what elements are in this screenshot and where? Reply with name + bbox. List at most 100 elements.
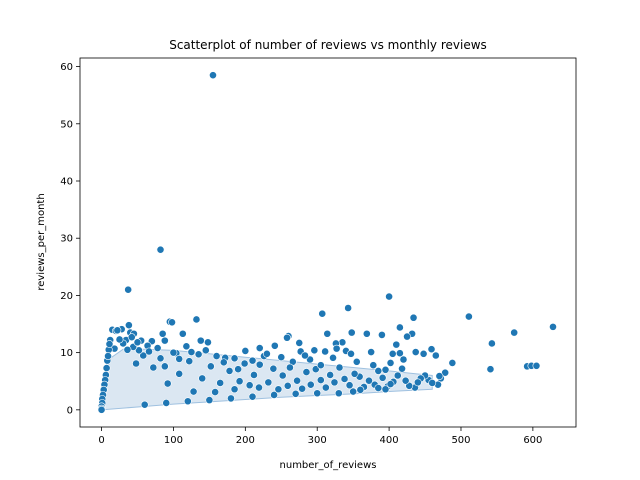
y-tick-label: 10 <box>60 348 73 359</box>
scatter-point <box>293 376 301 385</box>
scatter-point <box>206 362 215 371</box>
scatter-point <box>212 352 221 360</box>
scatter-point <box>264 378 273 387</box>
x-tick-label: 500 <box>451 435 470 446</box>
scatter-point <box>248 356 257 365</box>
scatter-point <box>235 377 244 386</box>
scatter-point <box>356 385 365 394</box>
scatter-point <box>102 364 111 372</box>
scatter-point <box>250 371 258 379</box>
scatter-point <box>435 372 444 380</box>
scatter-point <box>487 339 496 348</box>
x-tick-label: 0 <box>98 435 104 446</box>
y-tick-label: 40 <box>60 177 73 188</box>
scatter-point <box>283 333 291 342</box>
y-tick-label: 60 <box>60 62 73 73</box>
scatter-point <box>156 245 165 254</box>
scatter-point <box>347 328 356 337</box>
scatter-point <box>349 387 358 396</box>
scatter-point <box>399 355 408 364</box>
scatter-point <box>277 353 286 362</box>
scatter-point <box>403 332 411 341</box>
scatter-point <box>153 344 162 352</box>
scatter-point <box>367 348 376 356</box>
scatter-point <box>386 359 395 367</box>
scatter-point <box>158 329 167 338</box>
plot-frame <box>79 57 577 428</box>
scatter-point <box>175 369 184 378</box>
chart-title: Scatterplot of number of reviews vs mont… <box>169 38 487 52</box>
plot-area <box>97 71 557 414</box>
scatter-point <box>196 336 205 345</box>
scatter-point <box>230 354 239 363</box>
scatter-point <box>124 321 133 330</box>
scatter-point <box>205 396 214 405</box>
scatter-point <box>510 328 519 337</box>
scatter-point <box>168 318 176 327</box>
scatter-point <box>182 342 191 351</box>
scatter-point <box>395 349 404 358</box>
scatter-point <box>286 363 294 372</box>
scatter-point <box>245 381 254 390</box>
x-tick-label: 600 <box>523 435 542 446</box>
scatter-point <box>291 389 300 398</box>
scatter-point <box>378 373 387 382</box>
y-axis: 0 10 20 30 40 50 60 <box>60 62 80 416</box>
scatter-point <box>262 349 271 358</box>
scatter-point <box>283 381 292 390</box>
scatter-point <box>115 335 124 344</box>
scatter-point <box>310 346 319 355</box>
scatter-point <box>189 387 198 396</box>
scatter-point <box>386 380 395 388</box>
scatter-point <box>298 384 307 393</box>
scatter-point <box>330 378 339 387</box>
scatter-point <box>241 347 250 355</box>
y-tick-label: 20 <box>60 291 73 302</box>
scatter-point <box>369 361 378 370</box>
scatter-point <box>306 355 314 364</box>
x-tick-label: 400 <box>380 435 399 446</box>
scatter-point <box>316 361 325 370</box>
scatter-point <box>269 364 278 373</box>
scatter-point <box>419 349 428 358</box>
scatter-point <box>225 367 234 375</box>
scatter-point <box>124 285 133 294</box>
scatter-point <box>321 383 330 392</box>
scatter-point <box>362 329 371 338</box>
scatter-point <box>248 392 257 401</box>
scatter-point <box>97 405 106 414</box>
x-tick-label: 100 <box>164 435 183 446</box>
scatter-point <box>185 357 194 366</box>
scatter-point <box>175 355 184 363</box>
scatter-point <box>448 359 457 367</box>
scatter-point <box>255 383 263 392</box>
scatter-point <box>374 367 383 375</box>
x-axis: 0 100 200 300 400 500 600 <box>98 427 542 446</box>
scatter-point <box>139 351 148 360</box>
x-axis-label: number_of_reviews <box>280 460 377 471</box>
scatter-point <box>274 385 283 394</box>
y-tick-label: 50 <box>60 119 73 130</box>
y-tick-label: 30 <box>60 234 73 245</box>
scatter-point <box>428 379 437 387</box>
scatter-point <box>127 333 136 342</box>
scatter-point <box>230 385 239 394</box>
scatter-point <box>306 380 315 389</box>
scatter-point <box>381 385 390 394</box>
scatter-point <box>163 379 172 388</box>
scatter-point <box>140 400 149 409</box>
scatter-point <box>401 376 410 385</box>
scatter-point <box>255 344 264 352</box>
scatter-point <box>340 375 349 383</box>
scatter-point <box>335 363 344 372</box>
y-axis-label: reviews_per_month <box>36 193 47 290</box>
scatter-point <box>183 397 192 406</box>
scatter-point <box>169 348 178 357</box>
scatter-point <box>345 381 354 390</box>
scatter-point <box>156 354 165 363</box>
scatter-point <box>321 347 330 356</box>
scatter-point <box>427 345 436 354</box>
scatter-point <box>409 313 418 322</box>
scatter-point <box>385 292 394 301</box>
scatter-point <box>398 364 406 373</box>
